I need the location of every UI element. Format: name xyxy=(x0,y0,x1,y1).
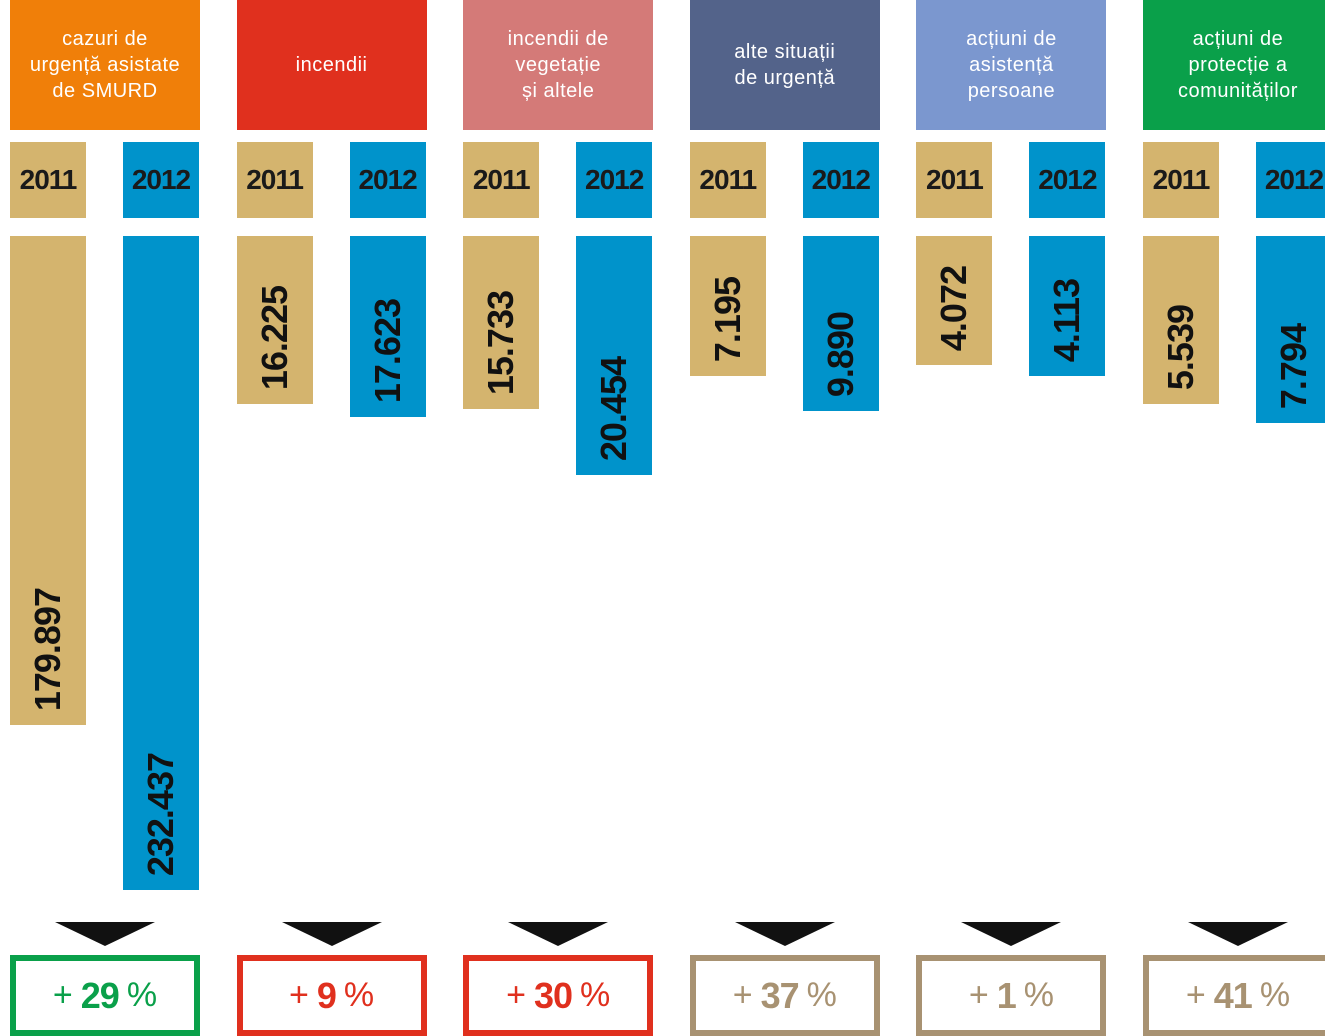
value-bar: 5.539 xyxy=(1143,236,1219,404)
value-label: 15.733 xyxy=(480,290,522,395)
value-label: 20.454 xyxy=(593,356,635,461)
change-prefix: + xyxy=(968,976,989,1014)
arrow xyxy=(1188,922,1288,946)
value-label: 17.623 xyxy=(366,298,408,403)
change-value: 37 xyxy=(760,974,800,1016)
value-bar: 7.195 xyxy=(689,236,766,376)
category-header: acțiuni de asistență persoane xyxy=(916,0,1107,130)
value-label: 5.539 xyxy=(1160,304,1201,390)
value-bar: 9.890 xyxy=(802,236,879,411)
change-value: 1 xyxy=(996,974,1017,1016)
value-bar: 179.897 xyxy=(10,236,86,725)
category-header: incendii xyxy=(236,0,427,130)
change-box: +30% xyxy=(463,955,654,1036)
change-prefix: + xyxy=(289,976,309,1014)
value-bar: 20.454 xyxy=(576,236,653,475)
value-bar: 232.437 xyxy=(123,236,199,890)
value-label: 9.890 xyxy=(819,311,861,397)
value-label: 4.072 xyxy=(933,265,975,351)
year-label: 2011 xyxy=(463,142,540,218)
value-bar: 7.794 xyxy=(1256,236,1325,423)
year-label: 2011 xyxy=(916,142,993,218)
arrow xyxy=(55,922,155,946)
change-unit: % xyxy=(1023,976,1054,1014)
change-value: 30 xyxy=(533,974,573,1016)
year-label: 2012 xyxy=(123,142,199,218)
value-bar: 16.225 xyxy=(236,236,313,404)
category-header: alte situații de urgență xyxy=(689,0,880,130)
year-label: 2012 xyxy=(1029,142,1106,218)
value-bar: 4.113 xyxy=(1029,236,1106,376)
change-box: +9% xyxy=(236,955,427,1036)
value-bar: 4.072 xyxy=(916,236,993,365)
change-value: 9 xyxy=(316,974,337,1016)
category-header: acțiuni de protecție a comunităților xyxy=(1143,0,1325,130)
value-label: 7.195 xyxy=(706,276,748,362)
arrow xyxy=(508,922,609,946)
year-label: 2012 xyxy=(576,142,653,218)
value-label: 16.225 xyxy=(253,285,295,390)
year-label: 2011 xyxy=(236,142,313,218)
arrow xyxy=(734,922,835,946)
change-unit: % xyxy=(580,976,611,1014)
value-label: 7.794 xyxy=(1273,323,1314,409)
change-unit: % xyxy=(806,976,837,1014)
arrow xyxy=(281,922,382,946)
change-prefix: + xyxy=(52,976,73,1014)
change-prefix: + xyxy=(732,976,753,1014)
category-header: incendii de vegetație și altele xyxy=(463,0,654,130)
year-label: 2011 xyxy=(10,142,86,218)
value-bar: 17.623 xyxy=(349,236,426,417)
year-label: 2012 xyxy=(802,142,879,218)
change-box: +37% xyxy=(689,955,880,1036)
category-header: cazuri de urgență asistate de SMURD xyxy=(10,0,200,130)
change-prefix: + xyxy=(506,976,526,1014)
change-unit: % xyxy=(343,976,375,1014)
value-label: 4.113 xyxy=(1046,278,1088,362)
value-label: 179.897 xyxy=(27,587,68,711)
change-prefix: + xyxy=(1185,976,1206,1014)
arrow xyxy=(961,922,1062,946)
year-label: 2012 xyxy=(349,142,426,218)
change-unit: % xyxy=(126,976,158,1014)
change-value: 41 xyxy=(1213,974,1253,1016)
year-label: 2011 xyxy=(689,142,766,218)
change-unit: % xyxy=(1259,976,1291,1014)
change-box: +41% xyxy=(1143,955,1325,1036)
value-bar: 15.733 xyxy=(463,236,540,409)
change-box: +1% xyxy=(916,955,1107,1036)
year-label: 2012 xyxy=(1256,142,1325,218)
change-box: +29% xyxy=(10,955,200,1036)
value-label: 232.437 xyxy=(140,752,181,876)
change-value: 29 xyxy=(80,974,120,1016)
year-label: 2011 xyxy=(1143,142,1219,218)
